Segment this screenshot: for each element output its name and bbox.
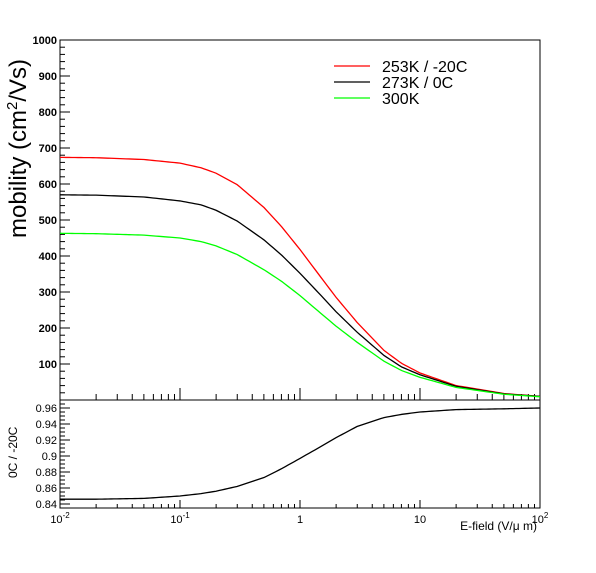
bottom-y-tick-label: 0.96 [36, 403, 57, 415]
top-y-tick-label: 800 [39, 107, 57, 119]
x-tick-label: 102 [532, 511, 549, 526]
x-tick-label-base: 10 [414, 514, 426, 526]
bottom-panel-frame [59, 399, 541, 509]
bottom-y-tick-label: 0.88 [36, 467, 57, 479]
x-tick-label: 1 [297, 514, 303, 526]
ratio-line-0 [60, 407, 541, 500]
top-y-axis-title-end: /Vs) [5, 59, 32, 102]
bottom-y-tick-label: 0.86 [36, 483, 57, 495]
x-tick-label: 10 [414, 514, 426, 526]
bottom-y-tick-label: 0.94 [36, 419, 57, 431]
top-y-tick-label: 100 [39, 359, 57, 371]
x-tick-label-base: 10 [170, 514, 182, 526]
top-y-axis-title-sup: 2 [4, 102, 21, 110]
bottom-series-group [60, 407, 541, 500]
series-line-2 [59, 232, 541, 398]
bottom-y-tick-label: 0.84 [36, 499, 57, 511]
top-y-tick-label: 400 [39, 251, 57, 263]
legend-label-1: 273K / 0C [382, 75, 453, 92]
top-series-group [59, 156, 541, 398]
x-tick-label-exp: -2 [63, 511, 71, 520]
bottom-y-tick-label: 0.9 [42, 451, 57, 463]
bottom-y-tick-label: 0.92 [36, 435, 57, 447]
series-line-0 [59, 156, 541, 398]
top-y-tick-label: 500 [39, 215, 57, 227]
top-y-axis-title: mobility (cm2/Vs) [4, 59, 32, 238]
x-tick-label: 10-1 [170, 511, 190, 526]
top-y-tick-label: 200 [39, 323, 57, 335]
top-y-tick-label: 700 [39, 143, 57, 155]
top-y-tick-label: 900 [39, 71, 57, 83]
bottom-y-axis-title: 0C / -20C [6, 426, 20, 478]
top-panel-frame [59, 39, 541, 401]
x-tick-label-exp: 2 [544, 511, 549, 520]
legend-label-2: 300K [382, 91, 420, 108]
x-tick-label-base: 10 [50, 514, 62, 526]
top-y-tick-label: 300 [39, 287, 57, 299]
x-axis-title: E-field (V/μ m) [460, 519, 537, 533]
top-axis-ticks: 100 200 300 400 500 600 700 800 900 1000 [33, 35, 541, 401]
top-y-tick-label: 1000 [33, 35, 57, 47]
series-line-1 [59, 194, 541, 398]
x-tick-label-base: 10 [532, 514, 544, 526]
x-tick-label-base: 1 [297, 514, 303, 526]
legend-label-0: 253K / -20C [382, 59, 467, 76]
x-tick-label: 10-2 [50, 511, 70, 526]
top-y-tick-label: 600 [39, 179, 57, 191]
x-tick-label-exp: -1 [183, 511, 191, 520]
top-y-axis-title-main: mobility (cm [5, 110, 32, 238]
